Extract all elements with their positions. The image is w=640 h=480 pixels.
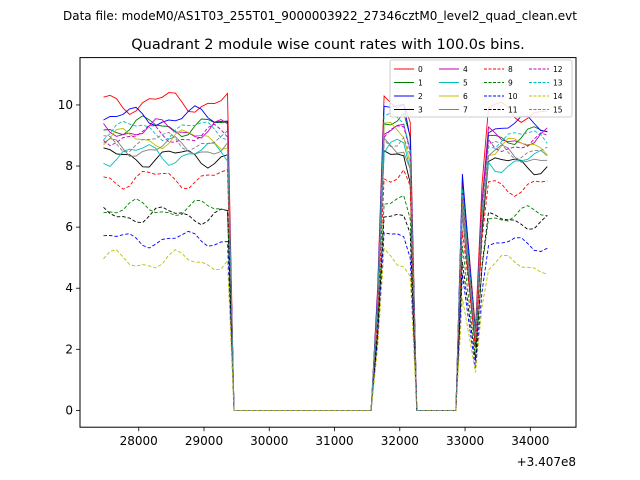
legend-label: 1 — [418, 79, 423, 88]
x-tick-label: 33000 — [446, 434, 484, 448]
legend-label: 15 — [553, 106, 563, 115]
legend-label: 2 — [418, 92, 423, 101]
x-tick-label: 31000 — [315, 434, 353, 448]
legend-label: 8 — [508, 65, 513, 74]
plot-frame — [79, 57, 577, 428]
legend-label: 6 — [463, 92, 468, 101]
x-tick-label: 32000 — [381, 434, 419, 448]
series-line-10 — [103, 230, 548, 411]
legend-label: 12 — [553, 65, 563, 74]
y-tick-label: 8 — [65, 159, 73, 173]
x-tick-label: 30000 — [250, 434, 288, 448]
x-tick-label: 34000 — [511, 434, 549, 448]
y-tick-label: 0 — [65, 403, 73, 417]
y-tick-label: 2 — [65, 342, 73, 356]
legend-label: 11 — [508, 106, 518, 115]
series-line-15 — [103, 129, 548, 411]
legend-label: 7 — [463, 106, 468, 115]
legend-label: 14 — [553, 92, 563, 101]
y-tick-label: 4 — [65, 281, 73, 295]
legend-label: 10 — [508, 92, 518, 101]
legend-box — [389, 59, 573, 118]
series-lines — [103, 92, 548, 411]
legend-label: 5 — [463, 79, 468, 88]
y-tick-label: 10 — [58, 98, 73, 112]
series-line-14 — [103, 247, 548, 411]
chart-title: Quadrant 2 module wise count rates with … — [131, 37, 525, 53]
legend-label: 0 — [418, 65, 423, 74]
legend-label: 4 — [463, 65, 468, 74]
series-line-6 — [103, 121, 548, 411]
legend-label: 9 — [508, 79, 513, 88]
plot-axes: 28000 29000 30000 31000 32000 33000 34000 0 2 4 6… — [58, 57, 577, 448]
x-offset-label: +3.407e8 — [517, 455, 576, 469]
y-tick-label: 6 — [65, 220, 73, 234]
x-tick-label: 28000 — [120, 434, 158, 448]
y-ticks: 0 2 4 6 8 10 — [58, 98, 80, 417]
legend-label: 13 — [553, 79, 563, 88]
series-line-5 — [103, 138, 548, 411]
figure-suptitle: Data file: modeM0/AS1T03_255T01_90000039… — [63, 9, 577, 23]
x-tick-label: 29000 — [185, 434, 223, 448]
series-line-7 — [103, 136, 548, 411]
x-ticks: 28000 29000 30000 31000 32000 33000 34000 — [120, 427, 549, 448]
legend-label: 3 — [418, 106, 423, 115]
